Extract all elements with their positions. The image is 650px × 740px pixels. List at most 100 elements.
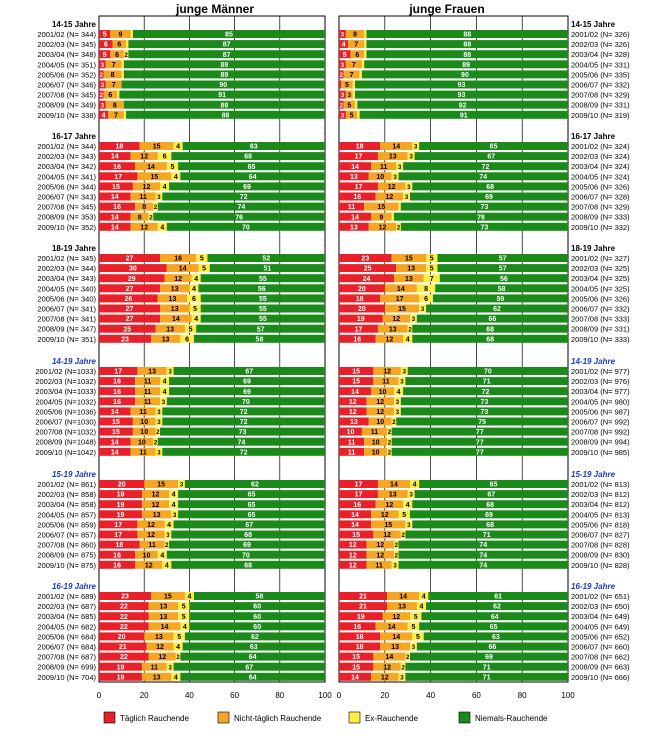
data-label: 11 [348,439,356,446]
bar-segment [178,500,325,509]
data-label: 69 [243,389,251,396]
data-label: 17 [114,174,122,181]
row-label: 2006/07 (N= 857) [37,531,96,540]
data-label: 87 [223,52,231,59]
data-label: 14 [111,194,119,201]
row-label: 2001/02 (N= 813) [571,480,630,489]
bar-segment [377,490,408,499]
bar-segment [405,662,568,671]
data-label: 5 [202,266,206,273]
data-label: 3 [407,185,411,191]
data-label: 12 [147,532,155,539]
data-label: 4 [163,379,167,386]
bar-segment [178,612,190,621]
data-label: 11 [144,399,152,406]
bar-segment [103,70,122,79]
bar-segment [398,540,568,549]
data-label: 13 [389,492,397,499]
row-label: 2007/08 (N= 828) [571,541,630,550]
bar-segment [189,602,325,611]
bar-segment [155,407,163,416]
bar-segment [398,510,410,519]
bar-segment [343,100,356,109]
bar-segment [357,100,568,109]
bar-segment [99,500,142,509]
bar-segment [180,172,325,181]
bar-segment [416,314,568,323]
bar-segment [99,447,131,456]
data-label: 88 [222,112,230,119]
bar-segment [364,202,399,211]
bar-segment [366,50,568,59]
row-label: 2002/03 (N= 344) [37,264,96,273]
data-label: 14 [111,154,119,161]
bar-segment [130,152,158,161]
bar-segment [339,592,388,600]
data-label: 75 [478,419,486,426]
bar-segment [99,100,106,109]
bar-segment [426,602,568,611]
data-label: 20 [118,482,126,489]
bar-segment [135,387,161,396]
data-label: 23 [361,256,369,263]
bar-segment [359,110,568,119]
bar-segment [416,642,568,651]
bar-segment [160,397,167,406]
bar-segment [339,407,367,416]
data-label: 88 [463,42,471,49]
bar-segment [99,142,140,150]
bar-segment [99,90,104,99]
bar-segment [105,60,122,69]
data-label: 14 [392,144,400,151]
data-label: 14 [390,482,398,489]
data-label: 89 [462,62,470,69]
bar-segment [396,417,568,426]
data-label: 12 [392,614,400,621]
bar-segment [364,437,388,446]
bar-segment [380,294,420,303]
bar-segment [339,334,376,343]
bar-segment [166,162,179,171]
data-label: 14 [351,522,359,529]
bar-segment [437,264,568,273]
bar-segment [364,60,568,69]
bar-segment [178,490,325,499]
bar-segment [339,510,372,519]
bar-segment [135,550,158,559]
data-label: 71 [483,379,491,386]
bar-segment [160,427,325,436]
bar-segment [200,314,325,323]
bar-segment [162,192,325,201]
row-label: 2006/07 (N= 343) [37,193,96,202]
bar-segment [371,672,399,681]
bar-segment [171,510,179,519]
bar-segment [339,612,383,621]
bar-segment [393,540,399,549]
bar-segment [339,417,369,426]
bar-segment [357,110,360,119]
row-label: 2002/03 (N= 976) [571,377,630,386]
bar-segment [180,334,194,343]
row-label: 2006/07 (N= 341) [37,305,96,314]
data-label: 67 [487,154,495,161]
bar-segment [99,407,131,416]
row-label: 2004/05 (N= 682) [37,622,96,631]
bar-segment [423,274,440,283]
bar-segment [405,672,568,681]
bar-segment [343,70,360,79]
row-label: 2002/03 (N= 345) [37,40,96,49]
data-label: 12 [381,674,389,681]
data-label: 14 [351,512,359,519]
bar-segment [339,672,372,681]
data-label: 72 [240,409,248,416]
row-label: 2007/08 (N= 333) [571,315,630,324]
bar-segment [137,172,172,181]
bar-segment [393,550,399,559]
data-label: 4 [176,644,180,651]
data-label: 90 [461,72,469,79]
data-label: 27 [126,316,134,323]
data-label: 14 [385,654,393,661]
x-tick-label: 80 [518,691,527,700]
data-label: 70 [242,552,250,559]
data-label: 7 [352,62,356,69]
